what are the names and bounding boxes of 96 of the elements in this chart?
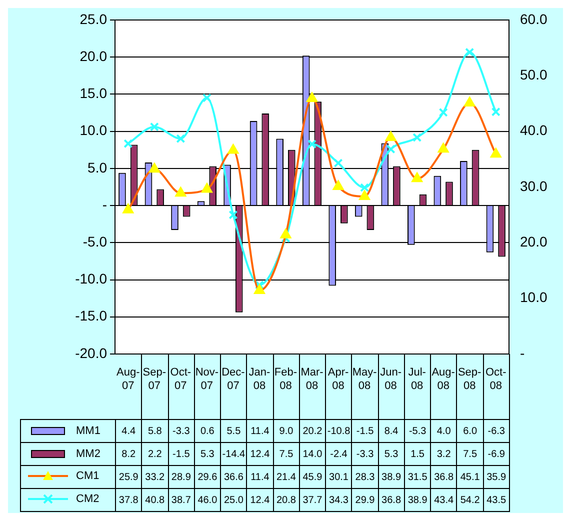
- data-label: 37.7: [299, 488, 326, 512]
- x-tick-label: Oct-08: [485, 366, 507, 392]
- x-tick-label: Jun-08: [380, 366, 402, 392]
- data-label: 36.6: [220, 466, 247, 488]
- data-label: 35.9: [483, 466, 510, 488]
- data-label: -6.9: [483, 442, 510, 466]
- data-label: 8.2: [116, 442, 142, 466]
- x-tick-label: Feb-08: [274, 366, 298, 392]
- y-tick-label: -20.0: [75, 344, 108, 361]
- x-tick-label: Apr-08: [328, 366, 349, 392]
- y2-tick-label: 50.0: [520, 66, 548, 83]
- data-label: 4.0: [430, 420, 457, 442]
- data-label: 38.9: [378, 466, 404, 488]
- data-label: 9.0: [273, 420, 300, 442]
- y-tick-label: -10.0: [75, 270, 108, 287]
- data-label: -3.3: [352, 442, 378, 466]
- data-label: 29.9: [352, 488, 378, 512]
- x-tick-label: Oct-07: [170, 366, 192, 392]
- data-label: 46.0: [194, 488, 221, 512]
- data-label: 7.5: [273, 442, 300, 466]
- data-label: -2.4: [326, 442, 352, 466]
- data-label: 11.4: [246, 420, 274, 442]
- data-label: 6.0: [456, 420, 484, 442]
- data-label: 25.9: [116, 466, 142, 488]
- data-label: 20.2: [299, 420, 326, 442]
- legend-label: CM1: [76, 470, 100, 482]
- x-tick-label: Mar-08: [300, 366, 324, 392]
- x-tick-label: Sep-08: [458, 366, 482, 392]
- x-tick-label: Jan-08: [248, 366, 270, 392]
- data-label: 38.9: [404, 488, 431, 512]
- y2-tick-label: 10.0: [520, 289, 548, 306]
- data-label: -3.3: [168, 420, 194, 442]
- y-tick-label: 15.0: [80, 85, 108, 102]
- x-tick-label: Sep-07: [142, 366, 166, 392]
- data-label: 4.4: [116, 420, 142, 442]
- data-label: 25.0: [220, 488, 247, 512]
- y-tick-label: 20.0: [80, 48, 108, 64]
- data-label: 3.2: [430, 442, 457, 466]
- data-label: -14.4: [220, 442, 247, 466]
- data-label: 5.3: [194, 442, 221, 466]
- x-tick-label: Aug-07: [116, 366, 140, 392]
- data-label: 8.4: [378, 420, 404, 442]
- data-label: 28.9: [168, 466, 194, 488]
- data-label: 5.8: [142, 420, 168, 442]
- data-label: 36.8: [430, 466, 457, 488]
- data-label: 12.4: [246, 488, 274, 512]
- data-label: 12.4: [246, 442, 274, 466]
- y2-tick-label: 20.0: [520, 234, 548, 250]
- data-label: 38.7: [168, 488, 194, 512]
- x-tick-label: Nov-07: [195, 366, 219, 392]
- data-label: 5.3: [378, 442, 404, 466]
- legend-label: CM2: [76, 492, 100, 504]
- data-label: -5.3: [404, 420, 431, 442]
- data-label: 21.4: [273, 466, 300, 488]
- y-tick-label: -15.0: [75, 308, 108, 324]
- data-label: 43.4: [430, 488, 457, 512]
- data-label: 37.8: [116, 488, 142, 512]
- data-label: 29.6: [194, 466, 221, 488]
- data-label: 45.9: [299, 466, 326, 488]
- y2-tick-label: 30.0: [520, 178, 548, 194]
- x-tick-label: May-08: [352, 366, 378, 392]
- data-label: -6.3: [483, 420, 510, 442]
- data-label: 0.6: [194, 420, 221, 442]
- data-label: 14.0: [299, 442, 326, 466]
- data-label: 45.1: [456, 466, 484, 488]
- data-label: 33.2: [142, 466, 168, 488]
- data-label: 2.2: [142, 442, 168, 466]
- y2-tick-label: 40.0: [520, 122, 548, 138]
- y2-tick-label: -: [520, 344, 525, 361]
- y2-tick-label: 60.0: [520, 10, 548, 27]
- y-tick-label: 25.0: [80, 10, 108, 27]
- data-label: 30.1: [326, 466, 352, 488]
- x-tick-label: Jul-08: [408, 366, 426, 392]
- data-label: -1.5: [352, 420, 378, 442]
- data-label: 36.8: [378, 488, 404, 512]
- y-tick-label: -: [102, 196, 108, 212]
- data-label: 11.4: [246, 466, 274, 488]
- legend-label: MM2: [76, 448, 100, 460]
- data-label: 40.8: [142, 488, 168, 512]
- data-label: 1.5: [404, 442, 431, 466]
- data-label: -10.8: [326, 420, 352, 442]
- y-tick-label: 10.0: [80, 122, 108, 138]
- x-tick-label: Dec-07: [222, 366, 246, 392]
- legend-label: MM1: [76, 424, 100, 436]
- data-label: 28.3: [352, 466, 378, 488]
- y-tick-label: 5.0: [88, 159, 108, 176]
- data-label: 7.5: [456, 442, 484, 466]
- data-label: 31.5: [404, 466, 431, 488]
- data-label: 34.3: [326, 488, 352, 512]
- x-tick-label: Aug-08: [432, 366, 456, 392]
- y-tick-label: -5.0: [82, 234, 108, 250]
- data-label: 20.8: [273, 488, 300, 512]
- data-label: 5.5: [220, 420, 247, 442]
- data-label: 54.2: [456, 488, 484, 512]
- data-label: -1.5: [168, 442, 194, 466]
- data-label: 43.5: [483, 488, 510, 512]
